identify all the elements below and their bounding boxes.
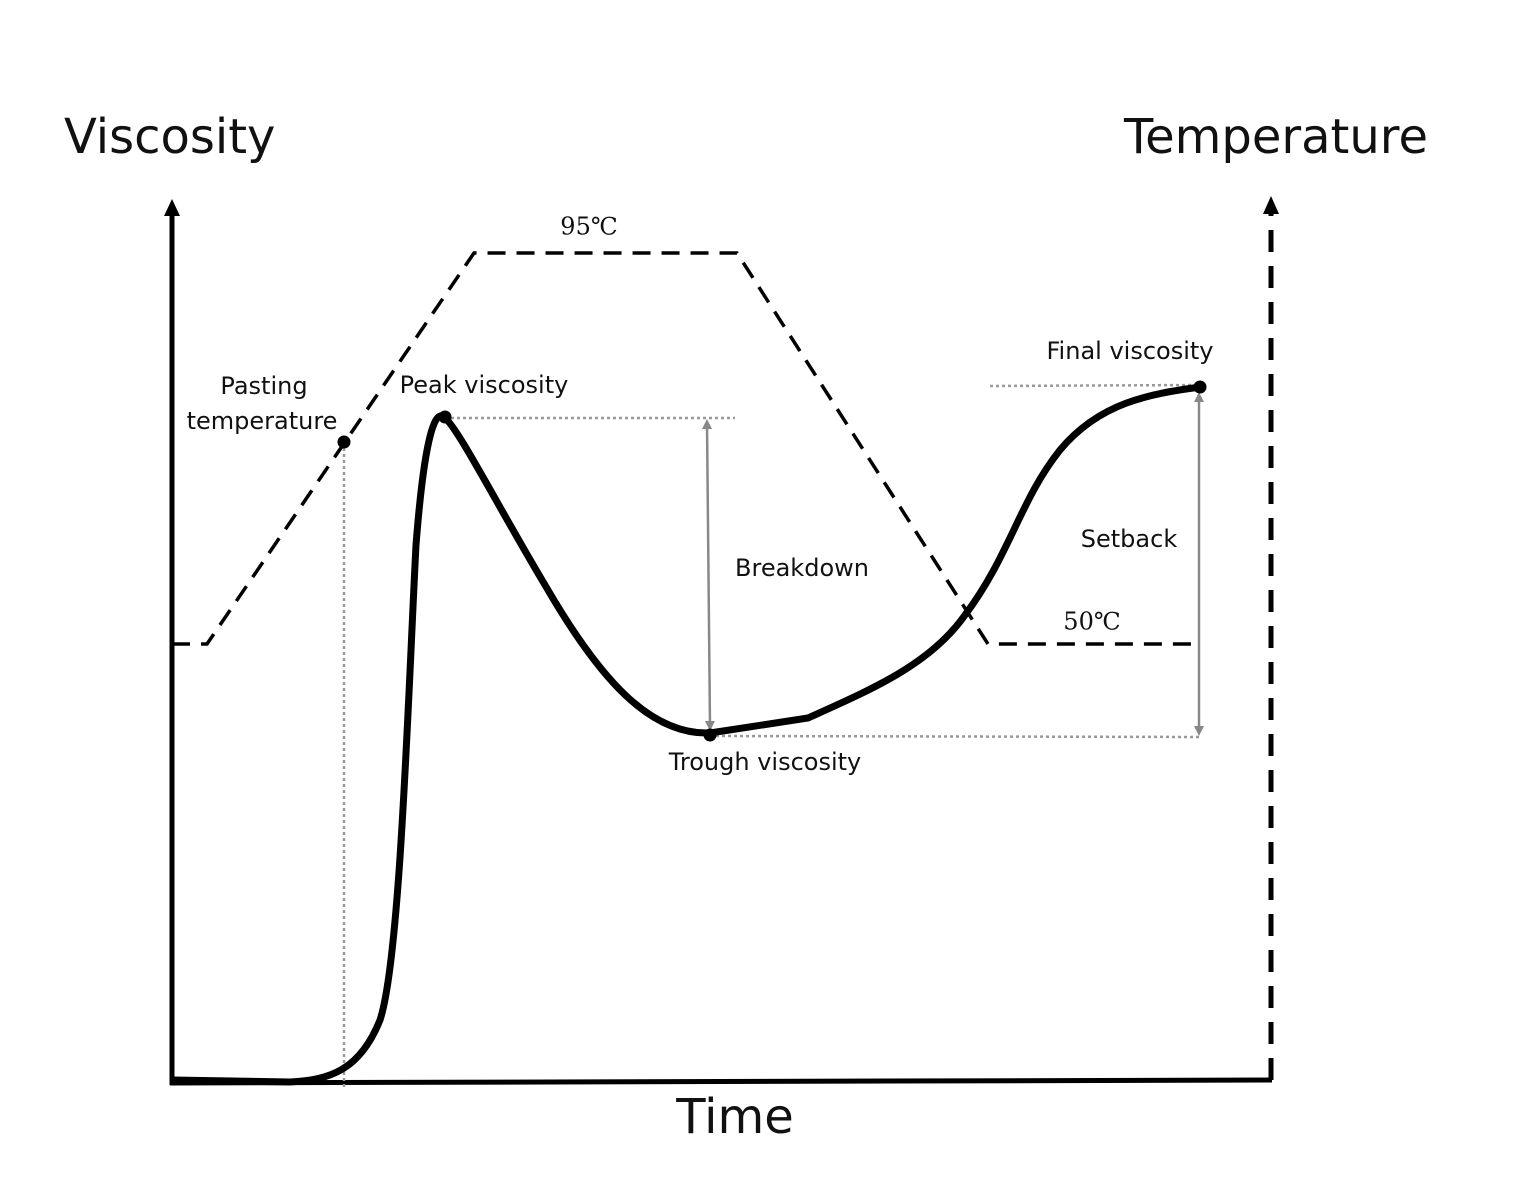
bottom-axis [169,1077,1273,1086]
guide-line [989,383,1201,388]
point [438,410,452,424]
label: 50℃ [1063,608,1120,636]
label: Final viscosity [1047,337,1214,365]
x-title: Time [675,1089,793,1145]
y-right-title: Temperature [1123,109,1428,165]
point [337,435,351,449]
label: Breakdown [735,554,869,582]
label: Pasting [220,372,307,400]
point [703,728,717,742]
label: 95℃ [560,213,617,241]
guides [342,383,1201,1090]
right-axis-arrow [1263,196,1279,214]
guide-line [709,734,1201,739]
label: Setback [1081,525,1178,553]
temperature-profile [172,251,1192,646]
breakdown-arrow [702,419,715,731]
label: temperature [187,407,338,435]
left-axis-arrow [164,199,180,216]
y-left-title: Viscosity [64,109,275,165]
viscosity-curve [171,383,1201,1086]
point [1193,380,1207,394]
label: Peak viscosity [400,371,569,399]
label: Trough viscosity [668,748,861,776]
